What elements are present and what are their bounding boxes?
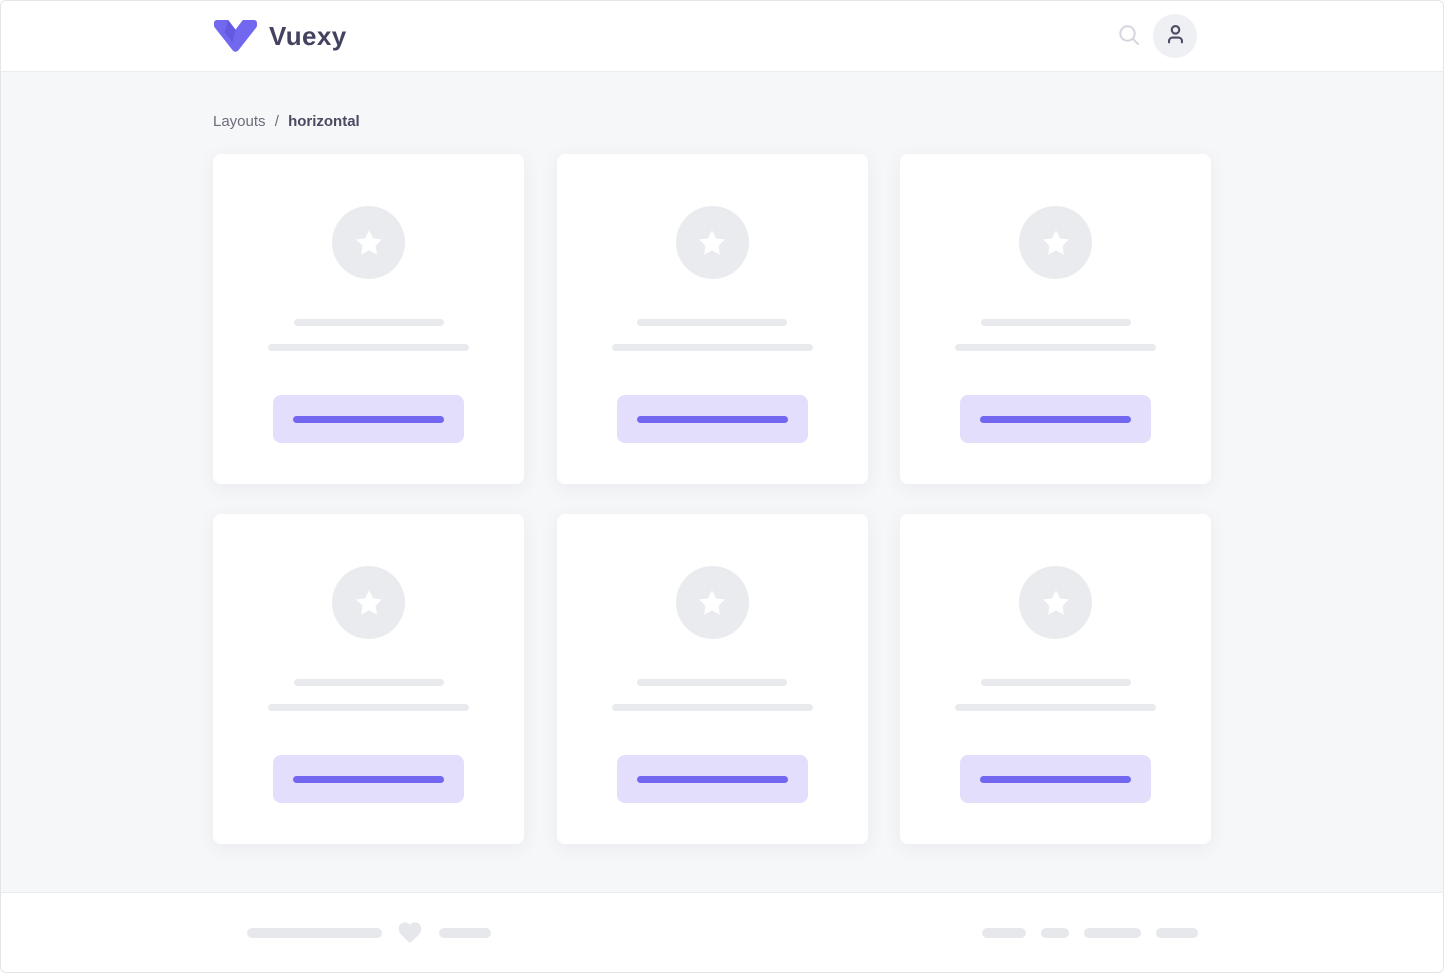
content-area: Layouts / horizontal (1, 72, 1443, 892)
text-line-placeholder (955, 344, 1156, 351)
placeholder-card (556, 514, 868, 844)
star-icon (1040, 227, 1072, 259)
button-placeholder[interactable] (960, 755, 1151, 803)
button-label-placeholder (636, 415, 788, 423)
text-line-placeholder (268, 344, 469, 351)
vuexy-logo-icon (213, 19, 258, 53)
button-placeholder[interactable] (960, 395, 1151, 443)
star-icon (353, 587, 385, 619)
text-line-placeholder (955, 704, 1156, 711)
placeholder-card (900, 514, 1211, 844)
star-icon (696, 227, 728, 259)
breadcrumb: Layouts / horizontal (213, 72, 1211, 130)
user-avatar-button[interactable] (1153, 14, 1197, 58)
footer-inner (213, 919, 1211, 946)
text-line-placeholder (980, 319, 1131, 326)
header-inner: Vuexy (213, 14, 1211, 58)
button-label-placeholder (636, 775, 788, 783)
text-line-placeholder (293, 679, 444, 686)
footer-link-placeholder (1156, 927, 1198, 938)
text-line-placeholder (637, 319, 787, 326)
search-button[interactable] (1116, 23, 1142, 49)
avatar-placeholder (1019, 206, 1092, 279)
avatar-placeholder (675, 206, 749, 279)
footer-links-placeholder (982, 927, 1198, 938)
breadcrumb-separator: / (274, 113, 279, 130)
app-footer (1, 892, 1443, 972)
text-line-placeholder (980, 679, 1131, 686)
star-icon (1040, 587, 1072, 619)
button-label-placeholder (980, 775, 1131, 783)
card-grid (213, 154, 1211, 844)
footer-text-placeholder (247, 927, 382, 938)
text-line-placeholder (637, 679, 787, 686)
breadcrumb-current: horizontal (288, 113, 360, 130)
brand-name: Vuexy (269, 20, 347, 51)
avatar-placeholder (675, 566, 749, 639)
avatar-placeholder (332, 206, 405, 279)
button-placeholder[interactable] (616, 755, 808, 803)
footer-link-placeholder (1041, 927, 1069, 938)
footer-link-placeholder (982, 927, 1026, 938)
star-icon (696, 587, 728, 619)
placeholder-card (900, 154, 1211, 484)
button-placeholder[interactable] (616, 395, 808, 443)
text-line-placeholder (611, 704, 813, 711)
user-icon (1163, 22, 1188, 50)
footer-copyright-placeholder (247, 919, 491, 946)
star-icon (353, 227, 385, 259)
brand-link[interactable]: Vuexy (213, 19, 347, 53)
placeholder-card (556, 154, 868, 484)
app-header: Vuexy (1, 1, 1443, 72)
text-line-placeholder (293, 319, 444, 326)
button-label-placeholder (293, 775, 444, 783)
avatar-placeholder (1019, 566, 1092, 639)
button-placeholder[interactable] (273, 755, 464, 803)
search-icon (1117, 23, 1141, 50)
footer-text-placeholder (439, 927, 491, 938)
text-line-placeholder (268, 704, 469, 711)
breadcrumb-link-layouts[interactable]: Layouts (213, 113, 266, 130)
header-actions (1116, 14, 1211, 58)
placeholder-card (213, 154, 524, 484)
avatar-placeholder (332, 566, 405, 639)
placeholder-card (213, 514, 524, 844)
heart-icon (396, 919, 424, 946)
footer-link-placeholder (1084, 927, 1141, 938)
button-label-placeholder (980, 415, 1131, 423)
text-line-placeholder (611, 344, 813, 351)
button-label-placeholder (293, 415, 444, 423)
button-placeholder[interactable] (273, 395, 464, 443)
